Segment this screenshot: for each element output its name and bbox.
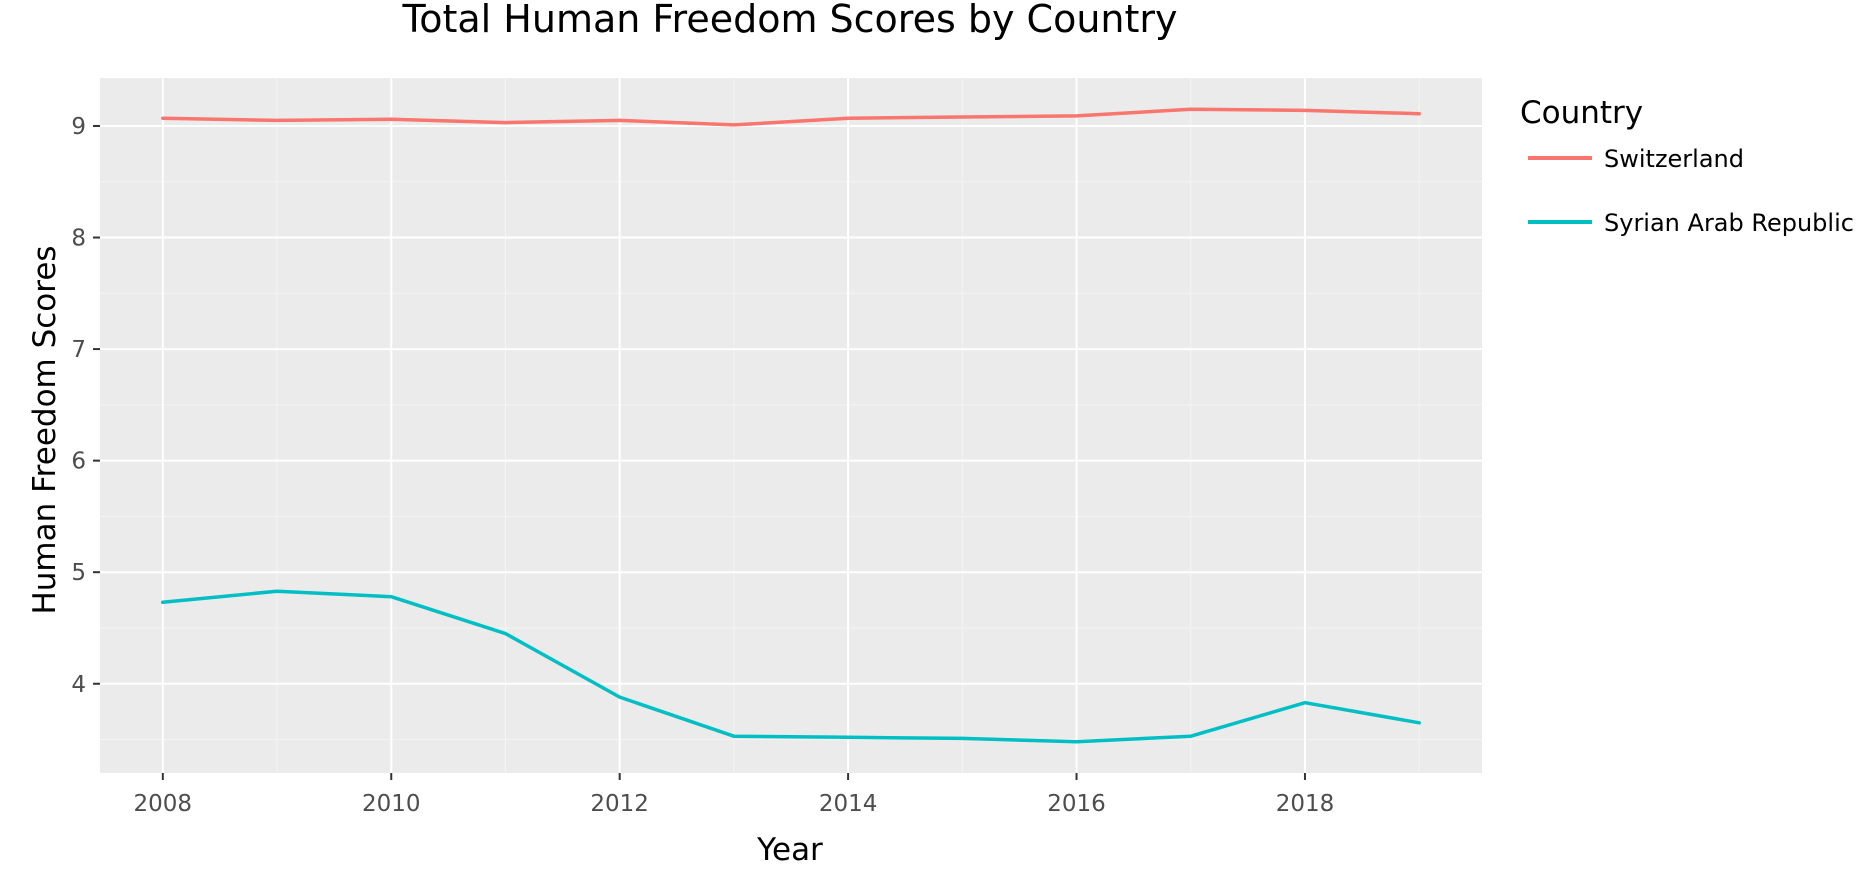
y-tick-label: 8: [71, 226, 86, 252]
legend-label-syrian-arab-republic: Syrian Arab Republic: [1604, 209, 1854, 237]
y-tick-label: 4: [71, 672, 86, 698]
y-axis-title: Human Freedom Scores: [27, 245, 63, 614]
x-axis-title: Year: [756, 832, 823, 868]
x-tick-label: 2018: [1276, 791, 1335, 817]
chart-title: Total Human Freedom Scores by Country: [401, 0, 1177, 41]
y-tick-label: 7: [71, 337, 86, 363]
series-line-switzerland: [161, 107, 1421, 127]
x-tick-label: 2008: [134, 791, 193, 817]
x-tick-label: 2012: [590, 791, 649, 817]
x-tick-label: 2010: [362, 791, 421, 817]
plot-area: [100, 78, 1482, 773]
y-tick-label: 5: [71, 560, 86, 586]
series-lines: [161, 107, 1421, 744]
y-axis: 4 5 6 7 8 9: [71, 114, 100, 698]
legend-title: Country: [1520, 95, 1643, 131]
grid-lines: [100, 78, 1482, 773]
legend-label-switzerland: Switzerland: [1604, 145, 1744, 173]
plot-panel-background: [100, 78, 1482, 773]
y-tick-label: 6: [71, 449, 86, 475]
x-axis: 2008 2010 2012 2014 2016 2018: [134, 773, 1335, 817]
y-tick-label: 9: [71, 114, 86, 140]
legend-items: Switzerland Syrian Arab Republic: [1528, 145, 1854, 237]
series-line-syrian-arab-republic: [161, 589, 1421, 744]
legend: Country Switzerland Syrian Arab Republic: [1520, 95, 1854, 237]
x-tick-label: 2016: [1047, 791, 1106, 817]
x-tick-label: 2014: [819, 791, 878, 817]
